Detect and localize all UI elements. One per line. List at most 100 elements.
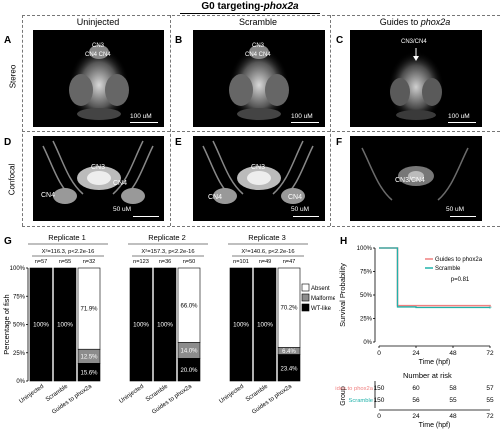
panel-h-survival-chart: Survival Probability 0% 25% 50% 75% 100% 0 24 48… <box>335 246 494 429</box>
label-cn4-right: CN4 <box>113 180 128 187</box>
figure-title: G0 targeting-phox2a <box>201 1 299 12</box>
bar-data-label-wt-like: 20.0% <box>180 368 198 374</box>
n-label: n=123 <box>133 259 149 265</box>
legend-label: Guides to phox2a <box>435 257 483 263</box>
n-label: n=55 <box>59 259 72 265</box>
x-tick-label: Uninjected <box>118 384 145 405</box>
risk-value: 55 <box>486 397 494 404</box>
scale-label: 50 uM <box>291 206 310 213</box>
bar-data-label: 100% <box>233 322 249 329</box>
bar-segment-wt-like <box>253 267 277 382</box>
y-tick-label: 25% <box>360 317 373 323</box>
legend-label: Scramble <box>435 266 461 272</box>
label-cn3: CN3 <box>251 164 266 171</box>
legend-swatch <box>301 293 310 302</box>
risk-value: 55 <box>449 397 457 404</box>
dashed-divider-mid <box>22 131 500 132</box>
stereo-micrograph-scramble <box>229 45 289 123</box>
bar-segment-wt-like <box>129 267 153 382</box>
bar-data-label-malformed: 12.5% <box>80 354 98 360</box>
scale-bar <box>450 216 476 217</box>
bar-data-label-wt-like: 15.6% <box>80 371 98 377</box>
x-tick-label: 48 <box>449 350 457 357</box>
column-label-guides: Guides to phox2a <box>379 17 451 27</box>
row-label-confocal: Confocal <box>7 163 17 196</box>
risk-row-label: Scramble <box>349 398 373 404</box>
panel-letter-f: F <box>336 137 343 148</box>
stereo-image-guides: CN3/CN4 100 uM <box>350 30 482 127</box>
n-label: n=101 <box>233 259 249 265</box>
panel-letter-h: H <box>340 236 348 247</box>
replicate-title: Replicate 1 <box>48 233 86 242</box>
bar-segment-wt-like <box>53 267 77 382</box>
x-tick-label: Uninjected <box>18 384 45 405</box>
legend-swatch <box>301 303 310 312</box>
scale-label: 100 uM <box>448 113 470 120</box>
x-tick-label: Guides to phox2a <box>251 383 294 415</box>
replicate-stat: X²=157.3, p<2.2e-16 <box>141 249 194 255</box>
panel-letter-b: B <box>175 35 183 46</box>
bar-data-label-malformed: 6.4% <box>282 349 296 355</box>
scale-label: 50 uM <box>446 206 465 213</box>
n-label: n=47 <box>283 259 296 265</box>
label-cn3-cn4: CN3/CN4 <box>401 39 427 45</box>
bar-segment-wt-like <box>277 354 301 382</box>
stereo-micrograph-uninjected <box>69 45 129 123</box>
risk-value: 56 <box>412 397 420 404</box>
risk-value: 150 <box>374 397 385 404</box>
y-tick-label: 25% <box>13 351 26 357</box>
label-cn4-left: CN4 <box>208 194 223 201</box>
scale-bar <box>293 216 319 217</box>
n-label: n=36 <box>159 259 172 265</box>
bar-data-label: 100% <box>157 322 173 329</box>
confocal-micrograph-scramble <box>202 140 314 204</box>
bar-data-label-absent: 71.9% <box>80 307 98 313</box>
column-label-uninjected: Uninjected <box>76 17 120 27</box>
bar-data-label-absent: 70.2% <box>280 306 298 312</box>
panel-g-stacked-bar-chart: Percentage of fish 0% 25% 50% 75% 100% Replica… <box>2 233 335 416</box>
scale-label: 50 uM <box>113 206 132 213</box>
risk-x-tick-label: 48 <box>449 413 457 420</box>
y-tick-label: 0% <box>363 340 372 346</box>
y-tick-label: 100% <box>357 246 373 252</box>
dashed-border-top <box>22 15 500 16</box>
label-cn3: CN3 <box>252 43 265 49</box>
confocal-image-uninjected: CN3 CN4 CN4 50 uM <box>33 136 164 221</box>
x-tick-label: Guides to phox2a <box>151 383 194 415</box>
bar-data-label-absent: 66.0% <box>180 303 198 309</box>
risk-value: 58 <box>449 385 457 392</box>
bar-segment-wt-like <box>77 363 101 382</box>
panel-letter-e: E <box>175 137 182 148</box>
scale-bar <box>133 216 159 217</box>
x-tick-label: 72 <box>486 350 494 357</box>
panel-letter-d: D <box>4 137 12 148</box>
bar-segment-wt-like <box>177 358 201 382</box>
column-label-scramble: Scramble <box>238 17 277 27</box>
scale-label: 100 uM <box>291 113 313 120</box>
replicate-stat: X²=116.3, p<2.2e-16 <box>42 249 95 255</box>
risk-value: 60 <box>412 385 420 392</box>
confocal-image-guides: CN3/CN4 50 uM <box>350 136 482 221</box>
bar-segment-wt-like <box>229 267 253 382</box>
scale-label: 100 uM <box>130 113 152 120</box>
bar-data-label: 100% <box>57 322 73 329</box>
n-label: n=57 <box>35 259 48 265</box>
stereo-micrograph-guides <box>388 48 444 123</box>
arrow-head-icon <box>413 56 419 61</box>
risk-x-tick-label: 24 <box>412 413 420 420</box>
legend-label: Malformed <box>311 296 335 302</box>
censor-mark: + <box>488 306 492 312</box>
panel-letter-c: C <box>336 35 344 46</box>
risk-value: 150 <box>374 385 385 392</box>
y-tick-label: 75% <box>13 294 26 300</box>
y-tick-label: 50% <box>13 323 26 329</box>
risk-x-tick-label: 72 <box>486 413 494 420</box>
scale-bar <box>448 122 476 123</box>
y-tick-label: 100% <box>10 266 26 272</box>
legend-label: Absent <box>311 286 330 292</box>
label-cn3: CN3 <box>91 164 106 171</box>
bar-segment-wt-like <box>29 267 53 382</box>
bar-segment-wt-like <box>153 267 177 382</box>
dashed-divider-2 <box>330 15 331 226</box>
label-cn4-pair: CN4 CN4 <box>85 52 111 58</box>
